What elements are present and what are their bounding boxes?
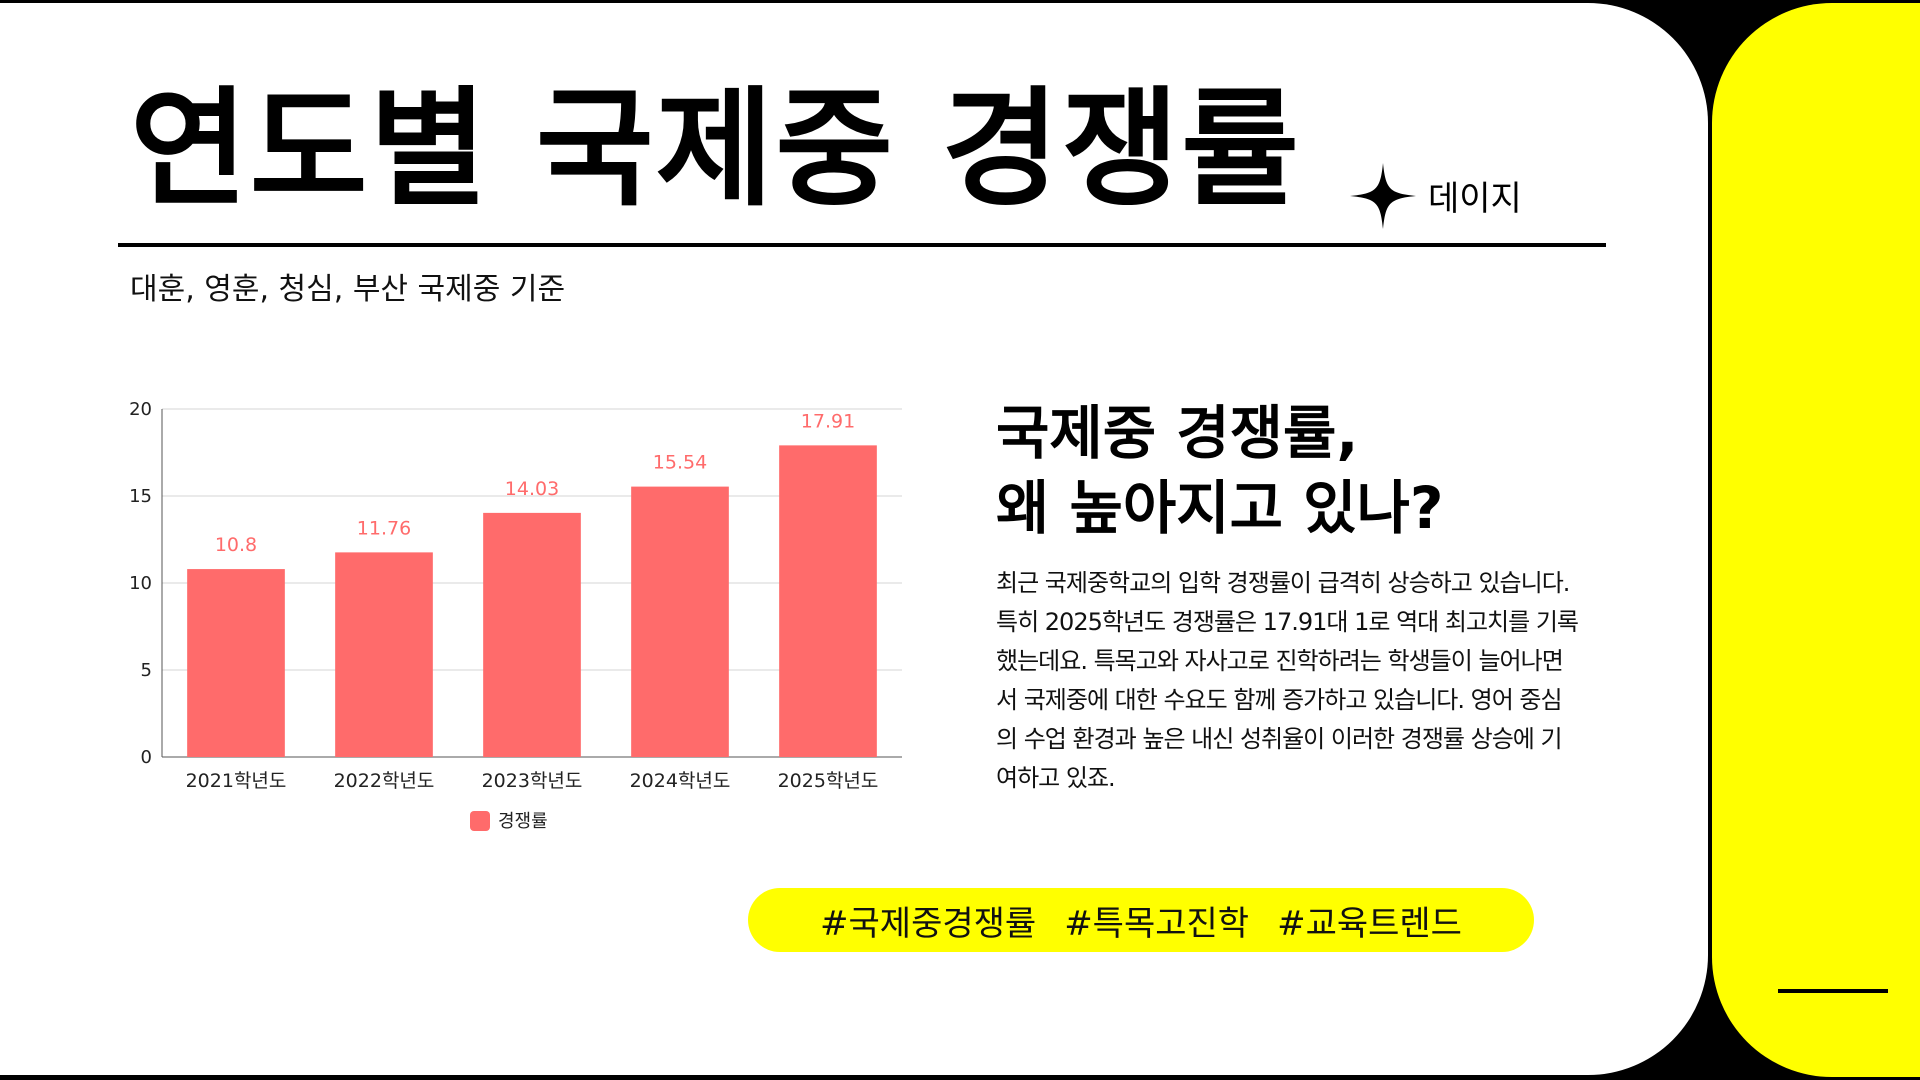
x-tick-label: 2021학년도 <box>186 770 287 792</box>
data-label: 15.54 <box>653 452 707 474</box>
article-heading: 국제중 경쟁률, 왜 높아지고 있나? <box>996 396 1444 546</box>
y-tick-label: 15 <box>129 486 152 507</box>
x-tick-label: 2024학년도 <box>630 770 731 792</box>
title-divider <box>118 243 1606 247</box>
hashtag: #교육트렌드 <box>1277 903 1462 944</box>
hashtag: #특목고진학 <box>1064 903 1250 944</box>
hashtag-pill: #국제중경쟁률 #특목고진학 #교육트렌드 <box>748 888 1534 952</box>
yellow-side-panel <box>1712 3 1920 1077</box>
article-heading-line: 왜 높아지고 있나? <box>996 474 1444 542</box>
bar-chart: 0 5 10 15 20 10.8 2021학년도 11.76 2022학년도 14.03 2023… <box>129 399 902 832</box>
x-tick-label: 2023학년도 <box>482 770 583 792</box>
page-subtitle: 대훈, 영훈, 청심, 부산 국제중 기준 <box>130 272 566 307</box>
article-heading-line: 국제중 경쟁률, <box>996 399 1359 467</box>
article-body-line: 의 수업 환경과 높은 내신 성취율이 이러한 경쟁률 상승에 기 <box>996 725 1563 753</box>
data-label: 14.03 <box>505 478 559 500</box>
data-label: 10.8 <box>215 534 257 556</box>
data-label: 17.91 <box>801 410 855 432</box>
bar <box>631 486 729 757</box>
hashtag: #국제중경쟁률 <box>820 903 1037 944</box>
y-tick-label: 0 <box>141 747 152 768</box>
x-tick-label: 2022학년도 <box>334 770 435 792</box>
y-tick-label: 20 <box>129 399 152 420</box>
legend-label: 경쟁률 <box>498 811 548 832</box>
bar <box>187 569 285 757</box>
bar <box>779 445 877 757</box>
brand-name: 데이지 <box>1428 179 1522 219</box>
article-body-line: 서 국제중에 대한 수요도 함께 증가하고 있습니다. 영어 중심 <box>996 686 1563 714</box>
page-title: 연도별 국제중 경쟁률 <box>130 75 1301 224</box>
y-tick-label: 5 <box>141 660 152 681</box>
legend-swatch <box>470 811 490 831</box>
bar <box>483 512 581 757</box>
y-tick-label: 10 <box>129 573 152 594</box>
data-label: 11.76 <box>357 517 411 539</box>
side-decoration-line <box>1778 989 1888 993</box>
article-body-line: 했는데요. 특목고와 자사고로 진학하려는 학생들이 늘어나면 <box>996 647 1564 675</box>
sparkle-icon <box>1350 163 1416 229</box>
x-tick-label: 2025학년도 <box>778 770 879 792</box>
bar <box>335 552 433 757</box>
article-body-line: 특히 2025학년도 경쟁률은 17.91대 1로 역대 최고치를 기록 <box>996 608 1579 636</box>
article-body: 최근 국제중학교의 입학 경쟁률이 급격히 상승하고 있습니다. 특히 2025… <box>996 564 1606 798</box>
article-body-line: 최근 국제중학교의 입학 경쟁률이 급격히 상승하고 있습니다. <box>996 569 1570 597</box>
article-body-line: 여하고 있죠. <box>996 764 1116 792</box>
